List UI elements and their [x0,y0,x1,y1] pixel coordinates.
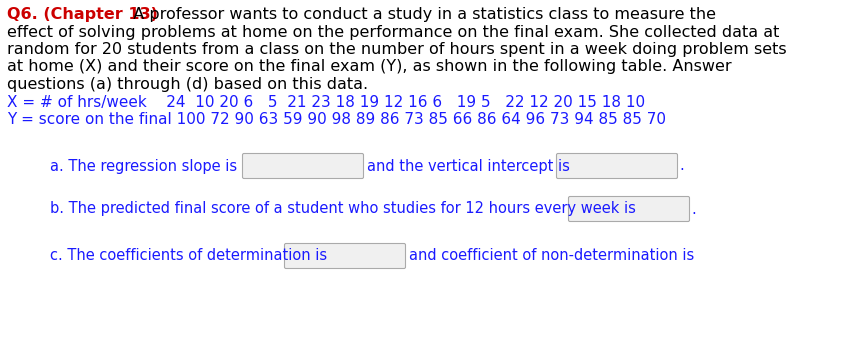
Text: A professor wants to conduct a study in a statistics class to measure the: A professor wants to conduct a study in … [123,7,716,22]
Text: at home (X) and their score on the final exam (Y), as shown in the following tab: at home (X) and their score on the final… [7,60,732,75]
FancyBboxPatch shape [557,153,677,179]
Text: random for 20 students from a class on the number of hours spent in a week doing: random for 20 students from a class on t… [7,42,787,57]
FancyBboxPatch shape [243,153,363,179]
Text: X = # of hrs/week    24  10 20 6   5  21 23 18 19 12 16 6   19 5   22 12 20 15 1: X = # of hrs/week 24 10 20 6 5 21 23 18 … [7,95,646,109]
FancyBboxPatch shape [569,196,690,222]
Text: Y = score on the final 100 72 90 63 59 90 98 89 86 73 85 66 86 64 96 73 94 85 85: Y = score on the final 100 72 90 63 59 9… [7,112,666,127]
Text: and coefficient of non-determination is: and coefficient of non-determination is [409,248,694,264]
Text: .: . [679,159,683,173]
Text: questions (a) through (d) based on this data.: questions (a) through (d) based on this … [7,77,369,92]
Text: .: . [691,202,696,216]
Text: effect of solving problems at home on the performance on the final exam. She col: effect of solving problems at home on th… [7,24,779,40]
Text: c. The coefficients of determination is: c. The coefficients of determination is [50,248,327,264]
Text: b. The predicted final score of a student who studies for 12 hours every week is: b. The predicted final score of a studen… [50,202,636,216]
Text: and the vertical intercept is: and the vertical intercept is [367,159,570,173]
Text: Q6. (Chapter 13): Q6. (Chapter 13) [7,7,158,22]
FancyBboxPatch shape [285,244,406,269]
Text: a. The regression slope is: a. The regression slope is [50,159,237,173]
